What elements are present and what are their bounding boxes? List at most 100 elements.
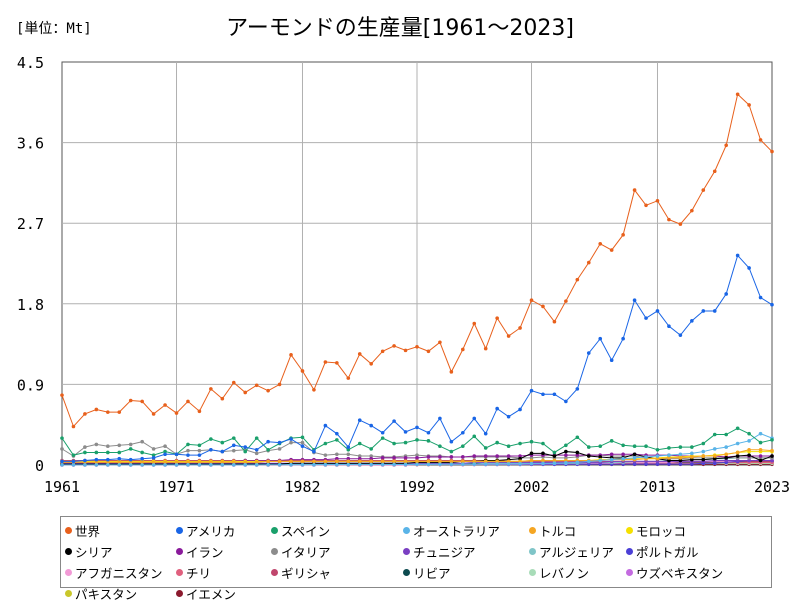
series-0-point bbox=[175, 411, 179, 415]
series-3-point bbox=[724, 445, 728, 449]
legend-item: ウズベキスタン bbox=[626, 563, 723, 582]
legend-marker bbox=[271, 527, 278, 534]
series-0-point bbox=[358, 352, 362, 356]
series-3-point bbox=[117, 463, 121, 467]
series-2-point bbox=[701, 442, 705, 446]
x-tick-label: 1982 bbox=[284, 478, 320, 496]
series-0-point bbox=[598, 242, 602, 246]
series-3-point bbox=[232, 463, 236, 467]
series-3-point bbox=[736, 442, 740, 446]
series-8-point bbox=[83, 445, 87, 449]
series-3-point bbox=[392, 463, 396, 467]
series-4-point bbox=[679, 456, 683, 460]
series-2-point bbox=[60, 436, 64, 440]
series-3-point bbox=[186, 463, 190, 467]
series-6-point bbox=[553, 454, 557, 458]
series-1-point bbox=[346, 445, 350, 449]
series-2-point bbox=[598, 444, 602, 448]
series-8-point bbox=[198, 449, 202, 453]
series-6-point bbox=[701, 458, 705, 462]
series-3-point bbox=[289, 463, 293, 467]
series-6-point bbox=[759, 459, 763, 463]
series-1-point bbox=[129, 458, 133, 462]
series-2-point bbox=[553, 451, 557, 455]
series-7-point bbox=[415, 456, 419, 460]
series-3-point bbox=[404, 463, 408, 467]
series-1-point bbox=[518, 408, 522, 412]
series-8-point bbox=[255, 452, 259, 456]
x-tick-label: 2023 bbox=[754, 478, 790, 496]
series-1-point bbox=[289, 437, 293, 441]
series-4-point bbox=[346, 460, 350, 464]
series-0-point bbox=[117, 410, 121, 414]
series-3-point bbox=[587, 460, 591, 464]
series-1-point bbox=[312, 450, 316, 454]
series-2-point bbox=[129, 447, 133, 451]
legend-item: パキスタン bbox=[65, 584, 137, 603]
series-0-point bbox=[266, 389, 270, 393]
series-3-point bbox=[713, 447, 717, 451]
series-0-point bbox=[106, 410, 110, 414]
series-8-point bbox=[278, 447, 282, 451]
series-2-point bbox=[427, 439, 431, 443]
series-1-point bbox=[301, 444, 305, 448]
series-2-point bbox=[324, 442, 328, 446]
series-4-point bbox=[324, 460, 328, 464]
series-0-point bbox=[507, 334, 511, 338]
series-4-point bbox=[736, 451, 740, 455]
series-7-point bbox=[404, 456, 408, 460]
series-3-point bbox=[255, 463, 259, 467]
legend-label: イエメン bbox=[186, 584, 236, 603]
series-2-point bbox=[679, 445, 683, 449]
y-tick-label: 4.5 bbox=[17, 54, 44, 72]
series-2-point bbox=[140, 451, 144, 455]
series-3-point bbox=[369, 463, 373, 467]
series-2-point bbox=[564, 443, 568, 447]
series-8-point bbox=[106, 444, 110, 448]
legend-marker bbox=[65, 548, 72, 555]
series-2-point bbox=[530, 440, 534, 444]
series-2-point bbox=[186, 443, 190, 447]
series-3-point bbox=[72, 463, 76, 467]
series-3-point bbox=[667, 453, 671, 457]
series-0-point bbox=[747, 103, 751, 107]
legend-item: アメリカ bbox=[176, 521, 235, 540]
series-1-point bbox=[644, 316, 648, 320]
series-2-point bbox=[667, 446, 671, 450]
series-0-point bbox=[198, 409, 202, 413]
series-7-point bbox=[610, 452, 614, 456]
x-tick-label: 1961 bbox=[44, 478, 80, 496]
series-0-point bbox=[633, 188, 637, 192]
legend-marker bbox=[176, 590, 183, 597]
series-0-point bbox=[770, 150, 774, 154]
series-7-point bbox=[472, 454, 476, 458]
series-8-point bbox=[324, 453, 328, 457]
series-1-point bbox=[95, 458, 99, 462]
series-2-point bbox=[438, 444, 442, 448]
series-2-point bbox=[610, 439, 614, 443]
series-1-point bbox=[335, 432, 339, 436]
legend-label: シリア bbox=[75, 542, 113, 561]
legend-marker bbox=[271, 569, 278, 576]
series-1-point bbox=[610, 358, 614, 362]
series-0-point bbox=[484, 347, 488, 351]
legend-item: シリア bbox=[65, 542, 113, 561]
series-1-point bbox=[495, 407, 499, 411]
series-4-point bbox=[690, 455, 694, 459]
series-4-point bbox=[724, 452, 728, 456]
legend-label: イラン bbox=[186, 542, 224, 561]
series-1-point bbox=[278, 441, 282, 445]
series-7-point bbox=[564, 453, 568, 457]
series-1-point bbox=[701, 309, 705, 313]
series-1-point bbox=[724, 292, 728, 296]
series-0-point bbox=[461, 348, 465, 352]
series-0-point bbox=[438, 341, 442, 345]
series-3-point bbox=[152, 463, 156, 467]
legend-item: レバノン bbox=[529, 563, 589, 582]
series-1-point bbox=[679, 333, 683, 337]
legend-marker bbox=[626, 527, 633, 534]
series-3-point bbox=[335, 463, 339, 467]
series-6-point bbox=[587, 454, 591, 458]
legend-marker bbox=[176, 527, 183, 534]
series-2-point bbox=[713, 433, 717, 437]
